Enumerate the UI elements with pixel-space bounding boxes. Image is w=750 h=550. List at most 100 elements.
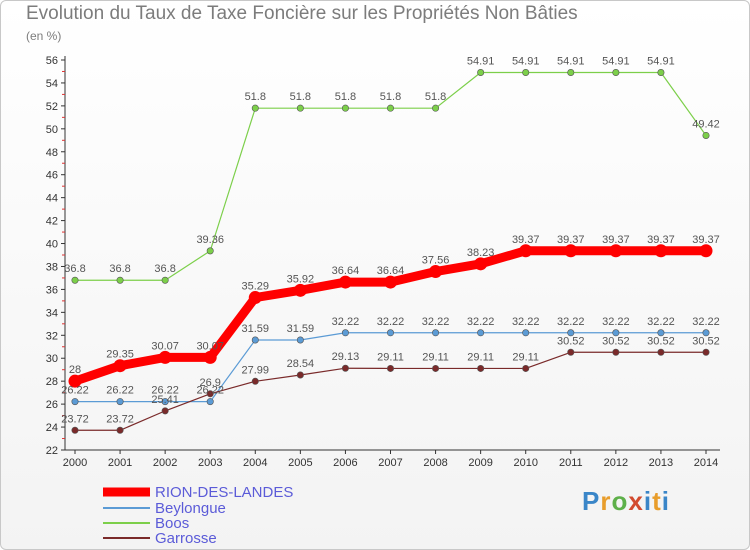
data-point	[474, 257, 488, 271]
data-point	[702, 348, 710, 356]
data-point	[612, 329, 620, 337]
data-label: 38.23	[467, 247, 495, 259]
data-label: 39.37	[692, 234, 720, 246]
data-label: 32.22	[422, 316, 450, 328]
data-point	[609, 244, 623, 258]
logo-letter: P	[582, 486, 601, 516]
data-label: 29.11	[377, 351, 404, 363]
y-tick-label: 38	[46, 261, 58, 273]
data-label: 32.22	[647, 316, 675, 328]
x-tick-label: 2010	[513, 457, 537, 469]
data-label: 32.22	[557, 316, 585, 328]
data-point	[386, 329, 394, 337]
y-tick-label: 22	[46, 445, 58, 457]
data-point	[341, 364, 349, 372]
data-point	[161, 407, 169, 415]
data-point	[519, 244, 533, 258]
data-label: 36.64	[377, 265, 405, 277]
legend-label: Beylongue	[155, 500, 226, 517]
data-point	[522, 69, 530, 77]
data-label: 23.72	[106, 413, 134, 425]
data-point	[612, 348, 620, 356]
data-label: 39.37	[602, 234, 630, 246]
data-label: 30.52	[557, 335, 585, 347]
data-point	[657, 69, 665, 77]
data-label: 51.8	[380, 91, 401, 103]
data-label: 39.37	[647, 234, 675, 246]
x-tick-label: 2005	[288, 457, 312, 469]
data-point	[113, 359, 127, 373]
data-point	[522, 364, 530, 372]
data-label: 51.8	[425, 91, 446, 103]
data-point	[293, 283, 307, 297]
x-tick-label: 2009	[468, 457, 492, 469]
data-label: 36.8	[64, 263, 85, 275]
y-tick-label: 34	[46, 307, 58, 319]
data-label: 49.42	[692, 118, 720, 130]
y-tick-label: 24	[46, 422, 58, 434]
data-label: 32.22	[332, 316, 360, 328]
data-point	[702, 131, 710, 139]
x-tick-label: 2014	[694, 457, 718, 469]
data-label: 32.22	[377, 316, 405, 328]
data-label: 36.8	[109, 263, 130, 275]
legend-label: RION-DES-LANDES	[155, 484, 293, 501]
data-point	[567, 69, 575, 77]
data-label: 30.52	[647, 335, 675, 347]
data-label: 36.8	[154, 263, 175, 275]
data-label: 30.07	[151, 340, 179, 352]
data-label: 27.99	[242, 364, 270, 376]
data-point	[564, 244, 578, 258]
data-label: 37.56	[422, 255, 450, 267]
data-point	[386, 364, 394, 372]
data-point	[612, 69, 620, 77]
data-label: 54.91	[467, 56, 495, 68]
data-label: 31.59	[287, 323, 315, 335]
data-label: 26.22	[106, 385, 134, 397]
data-point	[251, 377, 259, 385]
data-point	[203, 350, 217, 364]
data-point	[477, 69, 485, 77]
y-tick-label: 46	[46, 170, 58, 182]
data-point	[477, 364, 485, 372]
x-tick-label: 2008	[423, 457, 447, 469]
data-point	[251, 336, 259, 344]
x-tick-label: 2001	[108, 457, 132, 469]
chart-title: Evolution du Taux de Taxe Foncière sur l…	[26, 3, 578, 24]
data-label: 29.11	[422, 351, 449, 363]
data-point	[567, 348, 575, 356]
data-label: 39.37	[557, 234, 585, 246]
data-point	[432, 329, 440, 337]
data-point	[386, 104, 394, 112]
data-point	[296, 104, 304, 112]
data-point	[338, 275, 352, 289]
data-point	[116, 398, 124, 406]
data-label: 31.59	[242, 323, 270, 335]
data-label: 35.92	[287, 273, 315, 285]
logo-letter: t	[652, 486, 662, 516]
data-label: 35.29	[242, 281, 270, 293]
data-label: 29.11	[467, 351, 494, 363]
data-label: 54.91	[512, 56, 540, 68]
y-tick-label: 54	[46, 78, 58, 90]
x-tick-label: 2004	[243, 457, 267, 469]
data-label: 39.37	[512, 234, 540, 246]
proxiti-logo: Proxiti	[582, 486, 670, 517]
data-point	[161, 276, 169, 284]
y-tick-label: 50	[46, 124, 58, 136]
data-label: 28	[69, 364, 81, 376]
x-tick-label: 2000	[63, 457, 87, 469]
data-point	[116, 276, 124, 284]
data-label: 51.8	[335, 91, 356, 103]
data-label: 51.8	[245, 91, 266, 103]
data-point	[341, 329, 349, 337]
x-tick-label: 2003	[198, 457, 222, 469]
data-point	[296, 336, 304, 344]
data-label: 26.22	[61, 385, 89, 397]
data-point	[71, 426, 79, 434]
data-label: 32.22	[512, 316, 540, 328]
y-tick-label: 42	[46, 216, 58, 228]
data-point	[71, 398, 79, 406]
data-point	[296, 371, 304, 379]
y-tick-label: 30	[46, 353, 58, 365]
